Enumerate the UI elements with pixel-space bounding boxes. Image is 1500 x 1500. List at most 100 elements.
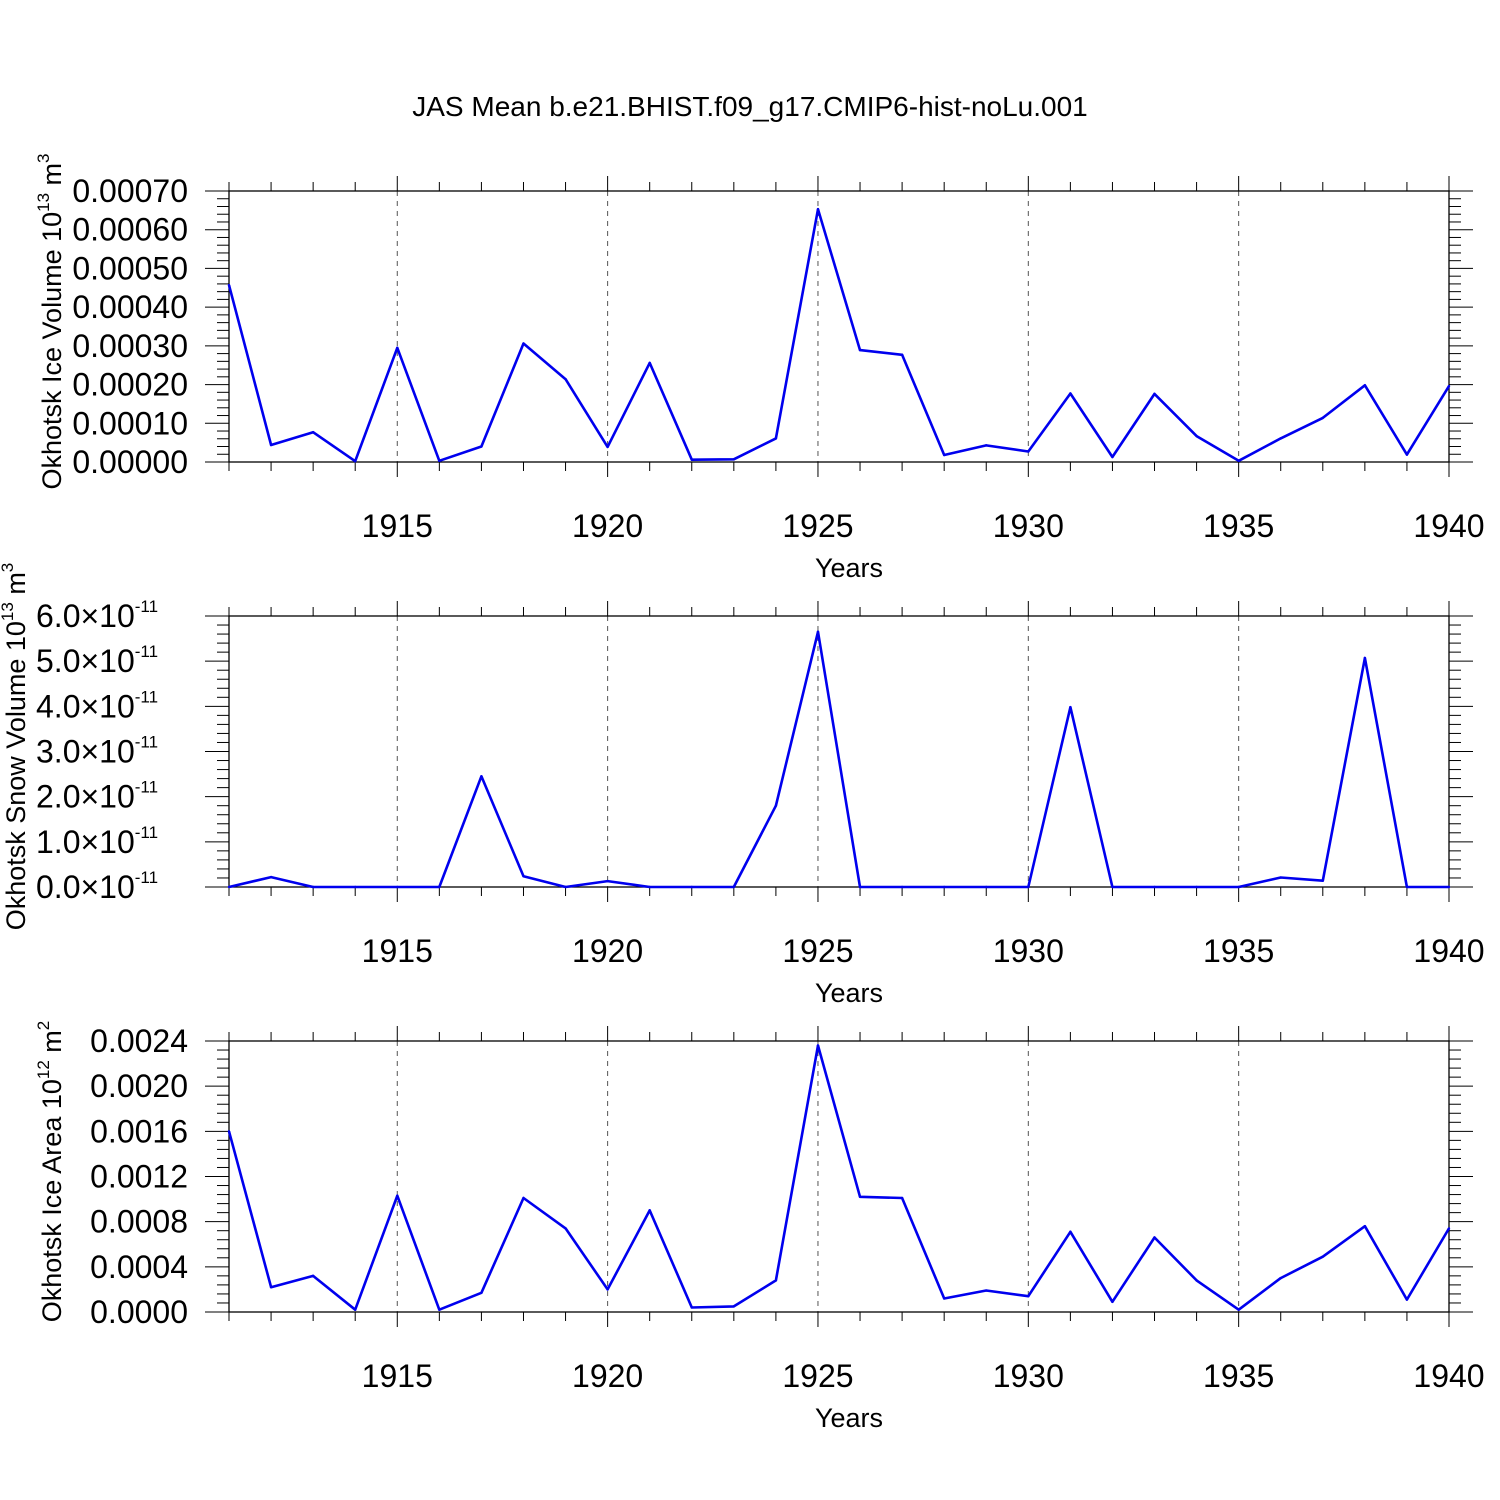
data-point [648, 885, 651, 889]
data-point [480, 775, 483, 778]
data-point [732, 885, 736, 889]
data-point [648, 361, 651, 365]
data-point [942, 885, 946, 889]
data-point [564, 377, 567, 381]
data-point [396, 346, 399, 349]
x-tick-label: 1940 [1413, 1358, 1484, 1394]
panel-1: 0.000000.000100.000200.000300.000400.000… [34, 153, 1485, 583]
data-point [227, 1130, 231, 1133]
x-tick-label: 1935 [1203, 933, 1274, 969]
panel-2: 0.0×10-111.0×10-112.0×10-113.0×10-114.0×… [0, 563, 1485, 1008]
data-point [690, 458, 693, 461]
y-tick-exponent: -11 [135, 823, 158, 842]
data-point [774, 1279, 778, 1282]
data-point [522, 1196, 525, 1200]
x-tick-label: 1920 [572, 1358, 643, 1394]
data-point [606, 879, 609, 883]
data-point [900, 1196, 904, 1200]
y-tick-label: 0.00070 [72, 173, 188, 209]
data-point [1279, 876, 1282, 879]
y-tick-mantissa: 5.0 [36, 643, 80, 679]
data-point [227, 283, 231, 287]
data-point [1027, 450, 1030, 453]
data-point [1363, 384, 1367, 387]
y-tick-mantissa: 4.0 [36, 688, 80, 724]
data-point [942, 453, 946, 457]
y-tick-label: 2.0×10-11 [36, 778, 158, 815]
x-axis-title: Years [815, 553, 883, 583]
data-point [354, 460, 357, 463]
y-axis-title-base: Okhotsk Ice Volume 10 [37, 212, 67, 490]
x-tick-label: 1915 [362, 508, 433, 544]
data-point [900, 885, 904, 889]
data-point [774, 437, 778, 440]
figure-title: JAS Mean b.e21.BHIST.f09_g17.CMIP6-hist-… [412, 91, 1088, 122]
data-point [816, 630, 820, 634]
data-point [438, 1308, 441, 1311]
x-tick-label: 1920 [572, 933, 643, 969]
x-tick-label: 1935 [1203, 1358, 1274, 1394]
x-tick-label: 1940 [1413, 508, 1484, 544]
data-point [858, 348, 862, 352]
data-point [858, 885, 862, 889]
data-point [1195, 1279, 1198, 1282]
y-axis-title-base: Okhotsk Snow Volume 10 [1, 621, 31, 930]
data-point [1321, 879, 1324, 882]
x-tick-label: 1925 [782, 1358, 853, 1394]
series-line [227, 207, 1451, 463]
data-point [1027, 885, 1030, 889]
y-tick-exponent: -11 [135, 733, 158, 752]
y-axis-title-exponent: 13 [34, 193, 53, 212]
y-tick-label: 0.00040 [72, 289, 188, 325]
x-tick-label: 1920 [572, 508, 643, 544]
data-point [1321, 416, 1324, 420]
data-point [648, 1209, 651, 1212]
plot-frame [228, 190, 1450, 463]
plot-frame [228, 1040, 1450, 1313]
data-point [1405, 885, 1409, 889]
data-point [985, 885, 988, 889]
y-axis-title-base: Okhotsk Ice Area 10 [37, 1079, 67, 1322]
y-tick-label: 0.0016 [90, 1113, 188, 1149]
y-axis-title-unit: m [1, 572, 31, 602]
x-tick-label: 1930 [993, 933, 1064, 969]
data-point [690, 1306, 693, 1309]
y-tick-mantissa: 3.0 [36, 734, 80, 770]
data-point [396, 1194, 399, 1197]
data-point [732, 458, 736, 461]
data-point [269, 1285, 273, 1289]
data-point [1363, 1224, 1367, 1228]
y-tick-exponent: -11 [135, 778, 158, 797]
x-tick-label: 1940 [1413, 933, 1484, 969]
data-point [985, 1289, 988, 1292]
data-point [438, 885, 441, 889]
y-tick-exponent: -11 [135, 687, 158, 706]
data-point [774, 804, 778, 807]
y-axis-title-unit-exponent: 3 [0, 563, 17, 572]
y-tick-mantissa: 0.0 [36, 869, 80, 905]
data-point [1195, 885, 1198, 889]
data-point [1111, 455, 1114, 459]
data-point [942, 1297, 946, 1300]
data-point [480, 1291, 483, 1295]
data-point [816, 207, 820, 211]
x-tick-label: 1935 [1203, 508, 1274, 544]
data-point [269, 875, 273, 879]
series-line [227, 1044, 1451, 1311]
y-axis-title-exponent: 13 [0, 602, 17, 621]
y-tick-multiplier: ×10 [80, 688, 134, 724]
y-tick-label: 0.0020 [90, 1068, 188, 1104]
y-tick-label: 0.00050 [72, 250, 188, 286]
data-point [985, 444, 988, 447]
y-tick-label: 0.0004 [90, 1249, 188, 1285]
panel-3: 0.0000 0.0004 0.0008 0.0012 0.0016 0.0020 0.00… [34, 1021, 1485, 1433]
y-tick-exponent: -11 [135, 642, 158, 661]
data-point [522, 342, 525, 345]
y-tick-multiplier: ×10 [80, 779, 134, 815]
data-point [522, 874, 525, 878]
y-axis-title: Okhotsk Ice Volume 1013 m3 [34, 153, 67, 489]
data-point [816, 1044, 820, 1047]
data-point [227, 885, 231, 889]
y-tick-multiplier: ×10 [80, 643, 134, 679]
data-point [1153, 885, 1156, 889]
